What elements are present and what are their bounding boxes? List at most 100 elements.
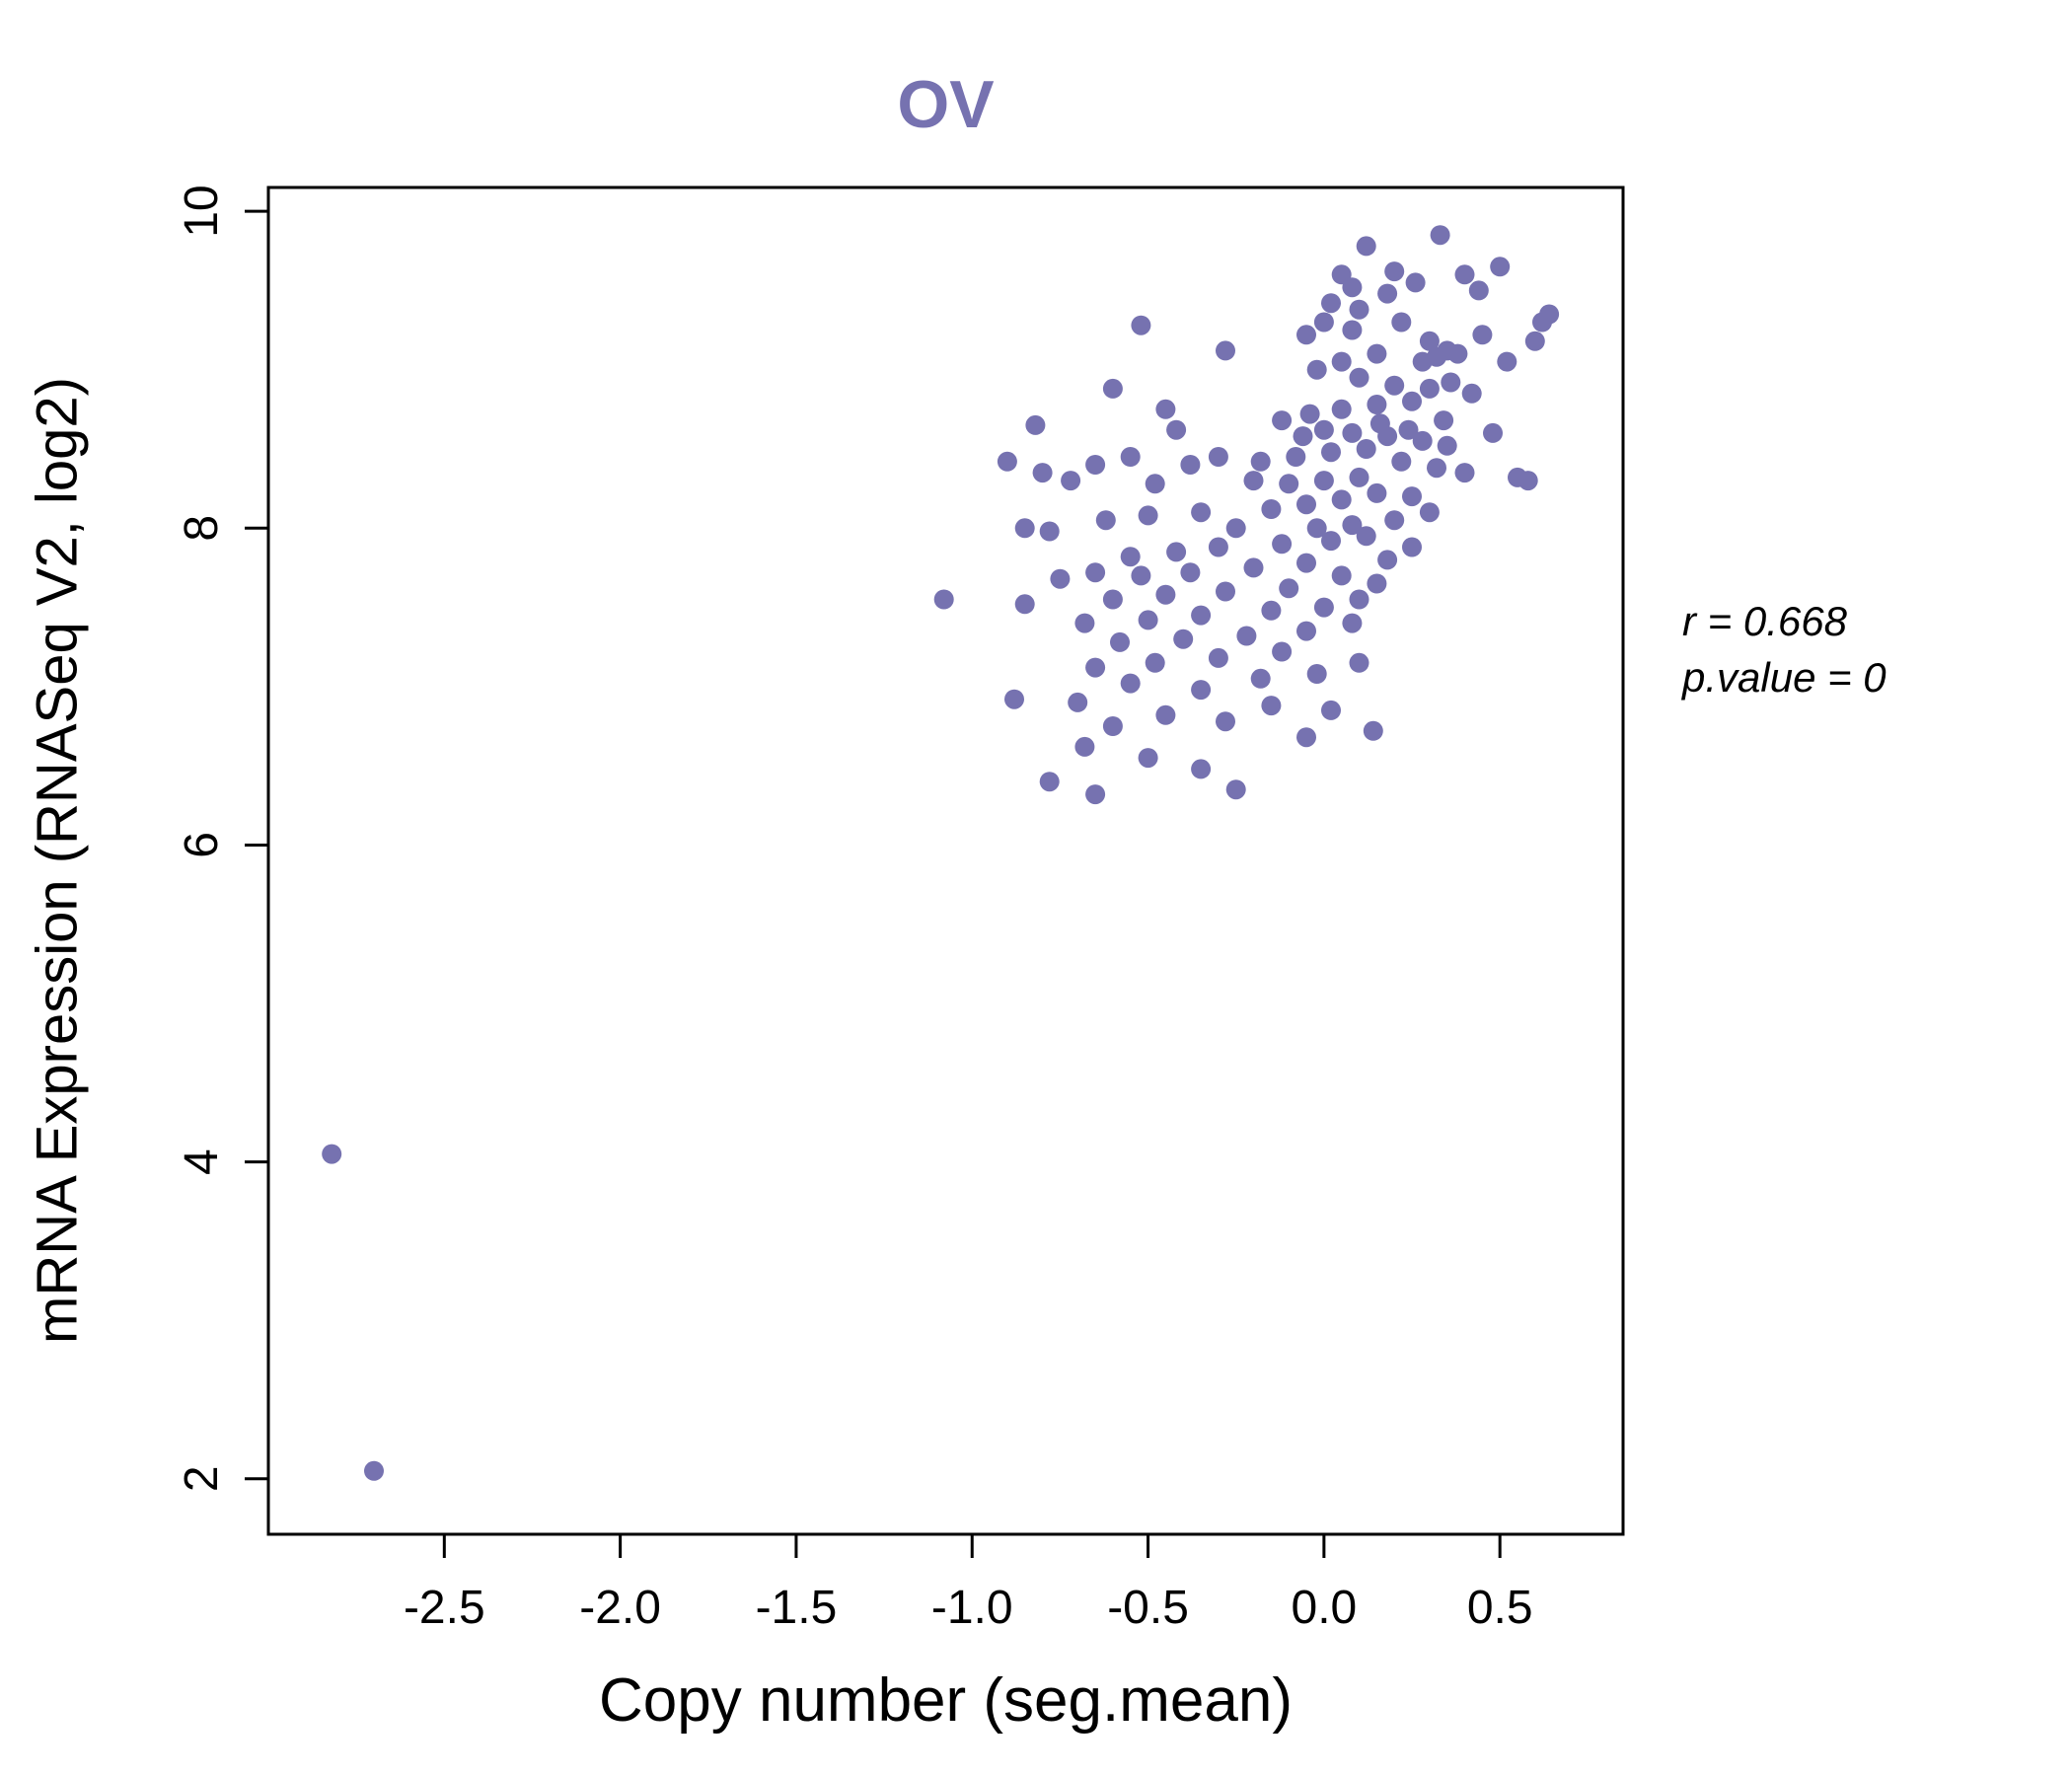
scatter-point	[1014, 594, 1035, 615]
x-tick-label: -2.0	[579, 1582, 661, 1634]
scatter-point	[1342, 422, 1363, 443]
scatter-point	[1405, 272, 1426, 293]
scatter-point	[1430, 225, 1450, 246]
y-tick-label: 2	[176, 1465, 228, 1492]
scatter-point	[1261, 600, 1282, 621]
scatter-point	[1331, 399, 1352, 419]
scatter-point	[1483, 422, 1503, 443]
scatter-point	[1272, 534, 1293, 555]
scatter-point	[1208, 447, 1228, 467]
scatter-point	[1236, 626, 1257, 646]
scatter-point	[1356, 236, 1376, 257]
scatter-point	[1468, 280, 1489, 301]
scatter-point	[1068, 692, 1088, 712]
scatter-point	[1313, 471, 1334, 491]
scatter-point	[1131, 565, 1151, 586]
scatter-point	[1191, 502, 1212, 523]
scatter-point	[1377, 550, 1398, 570]
scatter-point	[1342, 320, 1363, 340]
scatter-point	[1272, 410, 1293, 431]
scatter-point	[322, 1144, 342, 1164]
scatter-point	[1419, 502, 1440, 523]
scatter-point	[1299, 404, 1320, 424]
scatter-point	[1306, 664, 1327, 684]
scatter-point	[1216, 581, 1235, 602]
scatter-point	[1050, 568, 1071, 589]
scatter-point	[1120, 447, 1141, 467]
scatter-point	[1102, 589, 1123, 610]
scatter-point	[1138, 505, 1158, 526]
scatter-point	[1490, 257, 1511, 277]
scatter-point	[1004, 689, 1024, 709]
scatter-point	[1384, 261, 1405, 282]
scatter-point	[1342, 515, 1363, 536]
scatter-point	[1384, 510, 1405, 531]
x-tick-label: 0.5	[1467, 1582, 1533, 1634]
x-tick-label: 0.0	[1292, 1582, 1358, 1634]
scatter-point	[1279, 474, 1299, 494]
scatter-point	[1131, 315, 1151, 335]
scatter-point	[1434, 410, 1454, 431]
scatter-point	[1367, 343, 1387, 364]
scatter-point	[1321, 531, 1341, 552]
scatter-point	[1085, 784, 1106, 805]
scatter-point	[1367, 573, 1387, 594]
scatter-point	[1461, 383, 1482, 404]
scatter-point	[1191, 680, 1212, 701]
scatter-point	[1138, 748, 1158, 769]
scatter-point	[1225, 518, 1246, 539]
scatter-point	[1321, 293, 1341, 314]
scatter-point	[1349, 589, 1369, 610]
scatter-point	[1321, 700, 1341, 720]
scatter-point	[1261, 499, 1282, 519]
scatter-point	[1367, 482, 1387, 503]
scatter-point	[1208, 537, 1228, 557]
scatter-point	[1261, 696, 1282, 716]
scatter-point	[1356, 439, 1376, 459]
scatter-point	[1061, 471, 1081, 491]
scatter-point	[1427, 346, 1446, 367]
scatter-point	[1472, 325, 1493, 345]
scatter-point	[1331, 565, 1352, 586]
scatter-point	[1120, 673, 1141, 694]
scatter-point	[1180, 455, 1201, 475]
x-tick-label: -1.0	[931, 1582, 1013, 1634]
scatter-point	[1437, 435, 1457, 456]
scatter-point	[1391, 451, 1412, 472]
scatter-point	[1173, 629, 1194, 649]
r-value-text: r = 0.668	[1682, 598, 1847, 644]
scatter-point	[1367, 395, 1387, 414]
scatter-point	[1085, 657, 1106, 678]
scatter-point	[1074, 613, 1095, 633]
scatter-point	[1243, 471, 1264, 491]
scatter-point	[1296, 621, 1316, 641]
scatter-point	[1313, 597, 1334, 618]
scatter-point	[1032, 463, 1053, 483]
scatter-point	[364, 1460, 384, 1481]
scatter-point	[1539, 304, 1560, 325]
scatter-point	[1296, 494, 1316, 515]
scatter-point	[1402, 537, 1422, 557]
scatter-point	[1155, 584, 1176, 605]
x-tick-label: -0.5	[1107, 1582, 1189, 1634]
scatter-point	[1296, 727, 1316, 748]
scatter-point	[1427, 458, 1446, 479]
scatter-point	[1454, 463, 1475, 483]
scatter-point	[1191, 759, 1212, 779]
scatter-point	[1369, 413, 1390, 434]
scatter-point	[1279, 578, 1299, 599]
scatter-point	[1272, 641, 1293, 662]
scatter-point	[1250, 668, 1271, 689]
scatter-point	[1145, 652, 1165, 673]
scatter-point	[1286, 447, 1306, 467]
scatter-point	[1342, 277, 1363, 298]
p-value-text: p.value = 0	[1682, 653, 1887, 701]
scatter-point	[1349, 367, 1369, 388]
x-tick-label: -2.5	[404, 1582, 485, 1634]
scatter-point	[1306, 359, 1327, 380]
scatter-point	[1296, 325, 1316, 345]
correlation-annotation: r = 0.668 p.value = 0	[1682, 594, 1887, 705]
scatter-point	[933, 589, 954, 610]
scatter-point	[1331, 351, 1352, 372]
